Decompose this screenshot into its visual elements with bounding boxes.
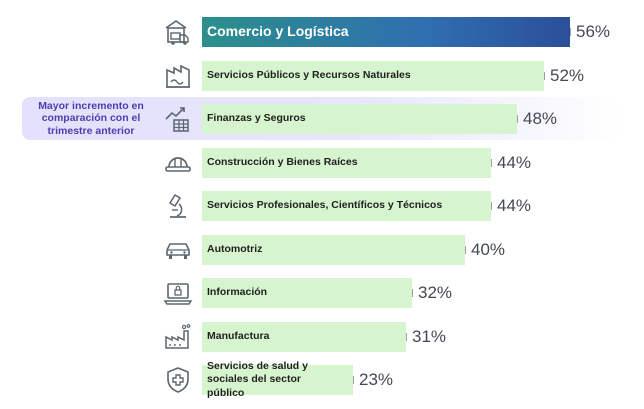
bar: Servicios de salud y sociales del sector… bbox=[202, 360, 353, 399]
bar: Información bbox=[202, 278, 412, 308]
value-tick bbox=[570, 28, 571, 36]
bar: Comercio y Logística bbox=[202, 17, 570, 47]
chart-row: Construcción y Bienes Raíces 44% bbox=[0, 148, 644, 178]
value-tick bbox=[353, 376, 354, 384]
category-label: Finanzas y Seguros bbox=[207, 112, 306, 125]
value-tick bbox=[544, 72, 545, 80]
chart-row: Automotriz 40% bbox=[0, 235, 644, 265]
laptop-lock-icon bbox=[162, 277, 194, 309]
car-icon bbox=[162, 234, 194, 266]
chart-row: Información 32% bbox=[0, 278, 644, 308]
bar: Servicios Públicos y Recursos Naturales bbox=[202, 61, 544, 91]
category-label: Automotriz bbox=[207, 243, 263, 256]
value-tick bbox=[491, 159, 492, 167]
value-label: 52% bbox=[550, 66, 585, 85]
value-label: 44% bbox=[497, 153, 532, 172]
truck-warehouse-icon bbox=[162, 16, 194, 48]
category-label: Información bbox=[207, 286, 268, 299]
value-tick bbox=[412, 289, 413, 297]
finance-chart-icon bbox=[162, 103, 194, 135]
value-label: 48% bbox=[523, 109, 558, 128]
value-tick bbox=[406, 333, 407, 341]
manufacturing-icon bbox=[162, 321, 194, 353]
value-label: 40% bbox=[471, 240, 506, 259]
value-label: 44% bbox=[497, 196, 532, 215]
bar: Manufactura bbox=[202, 322, 406, 352]
chart-row: Finanzas y Seguros 48% bbox=[0, 104, 644, 134]
chart-row: Comercio y Logística 56% bbox=[0, 17, 644, 47]
value-label: 56% bbox=[576, 22, 611, 41]
value-tick bbox=[491, 202, 492, 210]
bar: Finanzas y Seguros bbox=[202, 104, 517, 134]
callout-label: Mayor incremento en comparación con el t… bbox=[38, 99, 144, 137]
bar: Servicios Profesionales, Científicos y T… bbox=[202, 191, 491, 221]
value-tick bbox=[517, 115, 518, 123]
category-label: Comercio y Logística bbox=[207, 23, 349, 40]
category-label: Servicios de salud y sociales del sector… bbox=[207, 360, 308, 399]
value-label: 31% bbox=[412, 327, 447, 346]
health-shield-icon bbox=[162, 364, 194, 396]
category-label: Servicios Públicos y Recursos Naturales bbox=[207, 69, 411, 82]
chart-row: Manufactura 31% bbox=[0, 322, 644, 352]
chart-row: Servicios de salud y sociales del sector… bbox=[0, 360, 644, 399]
bar: Automotriz bbox=[202, 235, 465, 265]
category-label: Construcción y Bienes Raíces bbox=[207, 156, 358, 169]
bar: Construcción y Bienes Raíces bbox=[202, 148, 491, 178]
chart-row: Servicios Profesionales, Científicos y T… bbox=[0, 191, 644, 221]
category-label: Servicios Profesionales, Científicos y T… bbox=[207, 199, 443, 212]
factory-utilities-icon bbox=[162, 60, 194, 92]
hard-hat-icon bbox=[162, 147, 194, 179]
value-label: 23% bbox=[359, 370, 394, 389]
category-label: Manufactura bbox=[207, 330, 270, 343]
chart-row: Servicios Públicos y Recursos Naturales 5… bbox=[0, 61, 644, 91]
value-tick bbox=[465, 246, 466, 254]
value-label: 32% bbox=[418, 283, 453, 302]
microscope-icon bbox=[162, 190, 194, 222]
